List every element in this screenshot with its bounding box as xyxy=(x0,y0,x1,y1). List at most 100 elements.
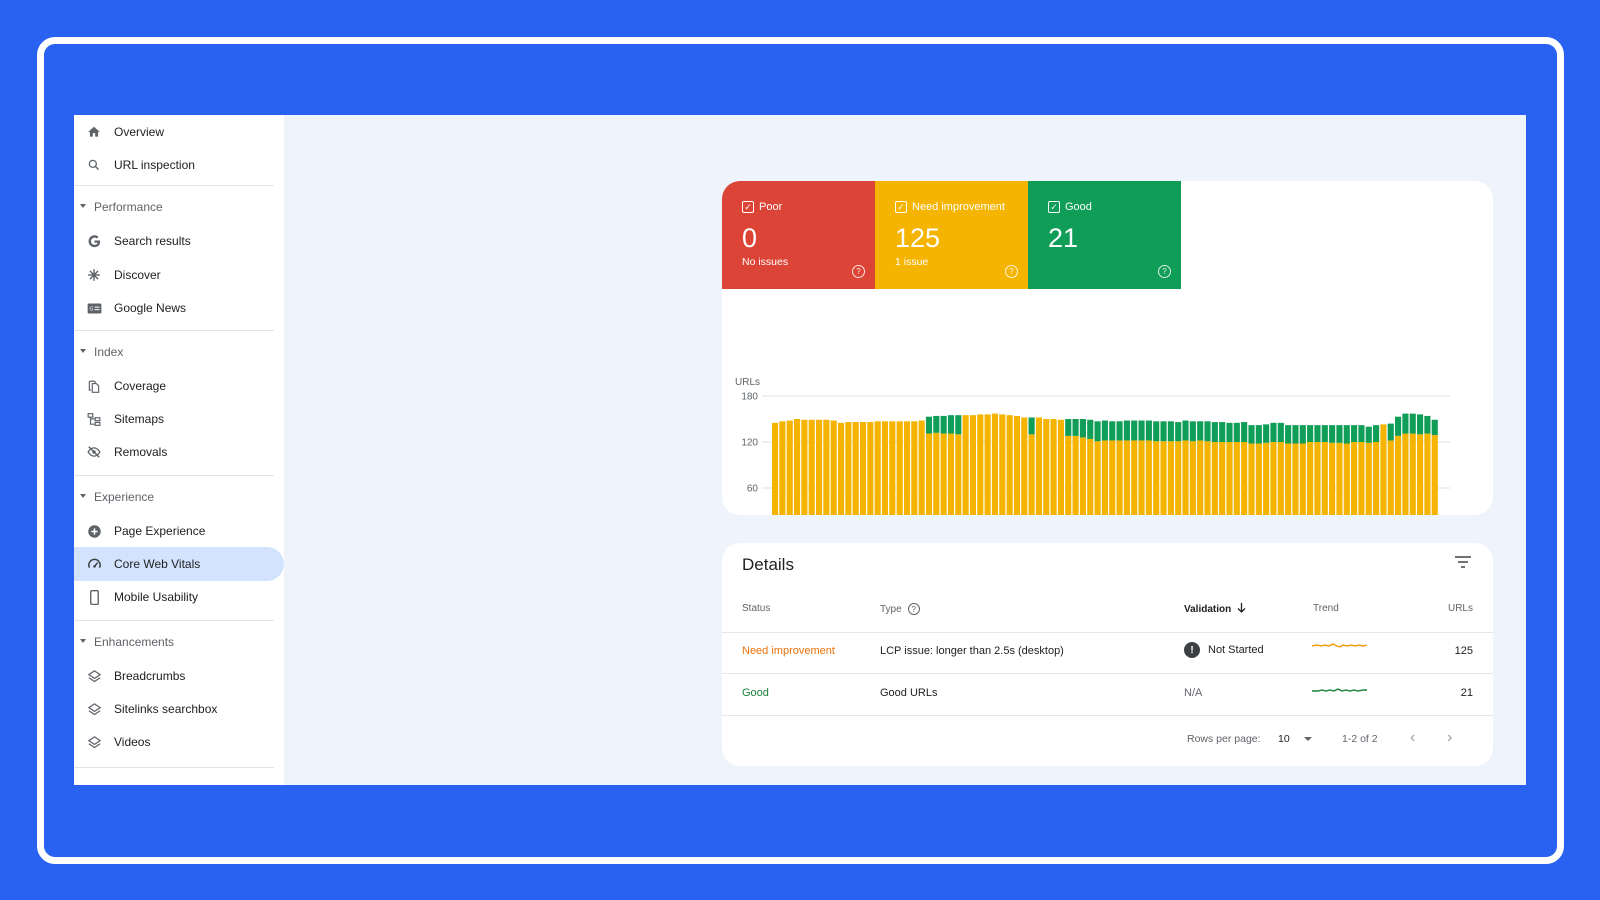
divider xyxy=(74,620,274,621)
bar-segment xyxy=(1087,438,1094,515)
sidebar-item-url-inspection[interactable]: URL inspection xyxy=(74,148,284,182)
sidebar-item-sitelinks-searchbox[interactable]: Sitelinks searchbox xyxy=(74,692,284,726)
next-page-icon[interactable]: › xyxy=(1447,729,1453,746)
tile-poor[interactable]: ✓ Poor 0 No issues ? xyxy=(722,181,875,289)
sidebar-item-sitemaps[interactable]: Sitemaps xyxy=(74,402,284,436)
tile-subtext: 1 issue xyxy=(895,256,929,268)
caret-down-icon xyxy=(80,204,86,208)
tile-need-improvement[interactable]: ✓ Need improvement 125 1 issue ? xyxy=(875,181,1028,289)
bar-segment xyxy=(808,419,815,515)
summary-card: ✓ Poor 0 No issues ? ✓ Need improvement … xyxy=(722,181,1493,515)
column-header-trend[interactable]: Trend xyxy=(1313,603,1339,614)
bar-segment xyxy=(823,419,830,515)
column-header-validation[interactable]: Validation xyxy=(1184,603,1246,616)
tile-value: 0 xyxy=(742,223,758,253)
bar-segment xyxy=(1402,433,1409,515)
bar-segment xyxy=(999,414,1006,515)
sidebar-item-removals[interactable]: Removals xyxy=(74,435,284,469)
section-title: Experience xyxy=(94,490,155,504)
bar-segment xyxy=(867,422,874,515)
sidebar-item-page-experience[interactable]: Page Experience xyxy=(74,514,284,548)
bar-segment xyxy=(1043,419,1050,515)
bar-segment xyxy=(1387,423,1394,441)
checkbox-checked-icon[interactable]: ✓ xyxy=(1048,201,1060,213)
tile-header: ✓ Good xyxy=(1048,201,1092,213)
phone-icon xyxy=(86,589,102,605)
column-header-label: Type xyxy=(880,603,902,615)
bar-segment xyxy=(1123,440,1130,515)
bar-segment xyxy=(1387,440,1394,515)
sidebar-item-mobile-usability[interactable]: Mobile Usability xyxy=(74,580,284,614)
bar-segment xyxy=(1270,422,1277,442)
bar-segment xyxy=(1299,425,1306,444)
checkbox-checked-icon[interactable]: ✓ xyxy=(895,201,907,213)
sidebar-item-core-web-vitals[interactable]: Core Web Vitals xyxy=(74,547,284,581)
previous-page-icon[interactable]: ‹ xyxy=(1410,729,1416,746)
bar-segment xyxy=(1101,420,1108,441)
bar-segment xyxy=(984,414,991,515)
bar-segment xyxy=(1431,435,1438,515)
section-experience[interactable]: Experience xyxy=(74,483,284,511)
column-header-urls[interactable]: URLs xyxy=(1447,603,1473,614)
bar-segment xyxy=(845,422,852,515)
section-enhancements[interactable]: Enhancements xyxy=(74,628,284,656)
bar-segment xyxy=(1021,417,1028,515)
help-icon[interactable]: ? xyxy=(1158,265,1171,278)
bar-segment xyxy=(1358,442,1365,515)
bar-segment xyxy=(1285,443,1292,515)
bar-segment xyxy=(1189,441,1196,515)
sidebar-item-breadcrumbs[interactable]: Breadcrumbs xyxy=(74,659,284,693)
bar-segment xyxy=(859,422,867,515)
sidebar-item-search-results[interactable]: Search results xyxy=(74,224,284,258)
bar-segment xyxy=(1138,420,1145,441)
bar-segment xyxy=(1204,421,1211,442)
sidebar-item-google-news[interactable]: G Google News xyxy=(74,291,284,325)
bar-segment xyxy=(1145,420,1152,441)
bar-segment xyxy=(1226,422,1233,442)
sidebar-item-label: Mobile Usability xyxy=(114,590,199,604)
bar-segment xyxy=(1116,440,1123,515)
section-title: Index xyxy=(94,345,124,359)
help-icon[interactable]: ? xyxy=(852,265,865,278)
rows-per-page-value: 10 xyxy=(1278,733,1290,745)
outer-frame xyxy=(37,37,1564,864)
bar-segment xyxy=(947,433,955,515)
row-status: Good xyxy=(742,687,769,699)
bar-segment xyxy=(1182,440,1189,515)
tile-header: ✓ Need improvement xyxy=(895,201,1005,213)
bar-segment xyxy=(925,433,933,515)
help-icon[interactable]: ? xyxy=(907,603,920,615)
bar-segment xyxy=(1292,443,1299,515)
exclamation-icon: ! xyxy=(1184,642,1200,658)
tile-good[interactable]: ✓ Good 21 ? xyxy=(1028,181,1181,289)
bar-segment xyxy=(1241,442,1248,515)
sidebar-item-videos[interactable]: Videos xyxy=(74,725,284,759)
bar-segment xyxy=(1336,425,1343,443)
rows-per-page-select[interactable]: 10 xyxy=(1278,733,1312,745)
column-header-status[interactable]: Status xyxy=(742,603,771,614)
filter-icon[interactable] xyxy=(1455,555,1471,569)
section-performance[interactable]: Performance xyxy=(74,193,284,221)
bar-segment xyxy=(1087,419,1094,439)
sidebar-item-overview[interactable]: Overview xyxy=(74,115,284,149)
bar-segment xyxy=(1138,440,1145,515)
bar-segment xyxy=(1226,442,1233,515)
section-index[interactable]: Index xyxy=(74,338,284,366)
sidebar-item-discover[interactable]: Discover xyxy=(74,258,284,292)
bar-segment xyxy=(1035,417,1042,515)
speedometer-icon xyxy=(86,556,102,572)
sidebar-item-coverage[interactable]: Coverage xyxy=(74,369,284,403)
bar-segment xyxy=(1013,415,1021,515)
checkbox-checked-icon[interactable]: ✓ xyxy=(742,201,754,213)
bar-segment xyxy=(1373,425,1380,442)
caret-down-icon xyxy=(80,494,86,498)
bar-segment xyxy=(852,422,859,515)
column-header-label: Validation xyxy=(1184,604,1232,615)
column-header-type[interactable]: Type ? xyxy=(880,603,920,615)
row-divider xyxy=(722,632,1493,633)
asterisk-icon xyxy=(86,267,102,283)
bar-segment xyxy=(1028,417,1035,435)
bar-segment xyxy=(1131,440,1138,515)
help-icon[interactable]: ? xyxy=(1005,265,1018,278)
bar-segment xyxy=(830,420,837,515)
